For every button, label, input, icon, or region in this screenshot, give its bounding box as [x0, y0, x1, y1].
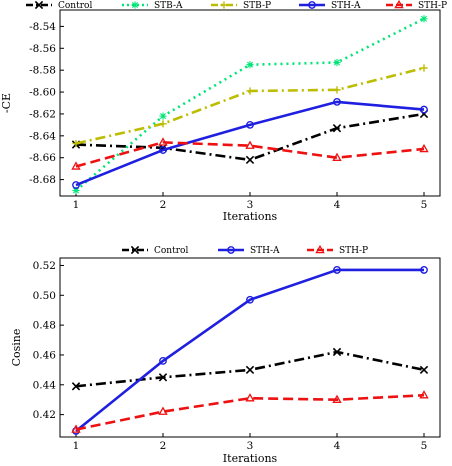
data-point-sth-p: [71, 161, 81, 170]
series-line-sth-a: [75, 268, 424, 433]
x-tick-label: 3: [247, 199, 254, 211]
y-tick-label: 0.42: [33, 409, 56, 421]
legend-marker-sth-p: [394, 0, 404, 9]
y-tick-label: -8.66: [29, 152, 56, 164]
data-point-control: [419, 365, 429, 375]
data-point-sth-a: [72, 181, 80, 189]
data-point-stb-p: [246, 87, 254, 95]
legend-marker-sth-p: [315, 244, 325, 254]
x-tick-label: 2: [160, 440, 167, 452]
y-tick-label: 0.52: [33, 260, 56, 272]
legend-label: STB-P: [243, 1, 271, 11]
data-point-sth-a: [159, 146, 167, 154]
y-tick-label: 0.50: [33, 290, 56, 302]
legend-marker-stb-a: [131, 1, 139, 9]
data-point-sth-a: [159, 357, 167, 365]
data-point-sth-p: [71, 424, 81, 433]
chart-panel-2: 1 2 3 4 5 0.42 0.44 0.46 0.48 0.50 0.52 Iterations C…: [10, 244, 441, 465]
plot-frame: [59, 257, 441, 438]
data-point-stb-p: [159, 120, 167, 128]
y-tick-label: -8.56: [29, 43, 56, 55]
data-point-control: [158, 373, 168, 382]
y-tick-label: -8.64: [29, 130, 56, 142]
y-tick-label: 0.44: [33, 379, 57, 391]
x-tick-label: 3: [247, 440, 254, 452]
series-line-sth-a: [75, 100, 425, 187]
data-point-sth-p: [332, 394, 342, 403]
data-point-stb-a: [72, 186, 80, 195]
y-tick-label: 0.48: [33, 320, 56, 332]
y-tick-label: -8.58: [29, 65, 56, 77]
data-point-stb-p: [72, 139, 80, 148]
data-point-stb-p: [333, 86, 341, 94]
chart-panel-1: 1 2 3 4 5 -8.68 -8.66 -8.64 -8.62 -8.60 -8.58 -8.56…: [0, 0, 447, 223]
y-tick-label: -8.62: [29, 108, 56, 120]
data-point-control: [332, 347, 342, 357]
data-point-sth-a: [333, 98, 341, 106]
data-point-sth-a: [246, 120, 254, 129]
legend-marker-sth-a: [227, 246, 235, 254]
legend-marker-stb-p: [220, 1, 228, 9]
data-point-stb-a: [420, 15, 428, 23]
x-tick-label: 5: [421, 199, 428, 211]
y-axis-label: Cosine: [10, 329, 23, 367]
data-point-sth-p: [419, 390, 429, 399]
y-tick-label: -8.60: [29, 87, 56, 99]
data-point-sth-p: [245, 393, 255, 402]
legend-marker-sth-a: [308, 1, 316, 9]
data-point-sth-a: [333, 266, 341, 274]
data-point-stb-a: [246, 61, 254, 69]
data-point-sth-p: [158, 406, 168, 415]
legend-label: STH-P: [418, 1, 447, 11]
series-line-sth-p: [75, 393, 425, 431]
data-point-stb-a: [159, 112, 167, 120]
y-tick-label: 0.46: [33, 349, 57, 361]
data-point-stb-p: [420, 64, 428, 72]
x-tick-label: 4: [334, 199, 341, 211]
data-point-control: [332, 123, 342, 133]
y-axis-label: -CE: [0, 93, 13, 113]
x-tick-label: 1: [73, 199, 80, 211]
legend-label: STB-A: [154, 1, 183, 11]
legend-label: Control: [58, 1, 92, 11]
data-point-sth-p: [332, 152, 342, 161]
data-point-control: [245, 155, 255, 165]
data-point-control: [71, 382, 81, 391]
x-axis-label: Iterations: [223, 452, 278, 465]
data-point-sth-a: [246, 295, 254, 304]
data-point-sth-a: [420, 105, 428, 114]
x-axis-label: Iterations: [223, 210, 278, 223]
data-point-control: [245, 365, 255, 375]
legend-label: STH-P: [339, 246, 368, 256]
x-tick-label: 2: [160, 199, 167, 211]
data-point-sth-a: [420, 266, 428, 274]
data-point-stb-a: [333, 58, 341, 67]
y-tick-label: -8.68: [29, 174, 56, 186]
legend: Control STB-A STB-P STH-A STH-P: [26, 0, 447, 11]
legend-marker-control: [34, 0, 44, 10]
legend-label: Control: [154, 246, 188, 256]
data-point-sth-p: [245, 140, 255, 149]
legend-marker-control: [130, 245, 140, 255]
x-tick-label: 5: [421, 440, 428, 452]
legend: Control STH-A STH-P: [122, 244, 368, 256]
data-point-sth-p: [158, 137, 168, 146]
data-point-sth-p: [419, 143, 429, 153]
y-tick-label: -8.54: [29, 21, 56, 33]
x-tick-label: 1: [73, 440, 80, 452]
legend-label: STH-A: [331, 1, 361, 11]
x-tick-label: 4: [334, 440, 341, 452]
series-line-sth-p: [75, 141, 425, 168]
legend-label: STH-A: [250, 246, 280, 256]
